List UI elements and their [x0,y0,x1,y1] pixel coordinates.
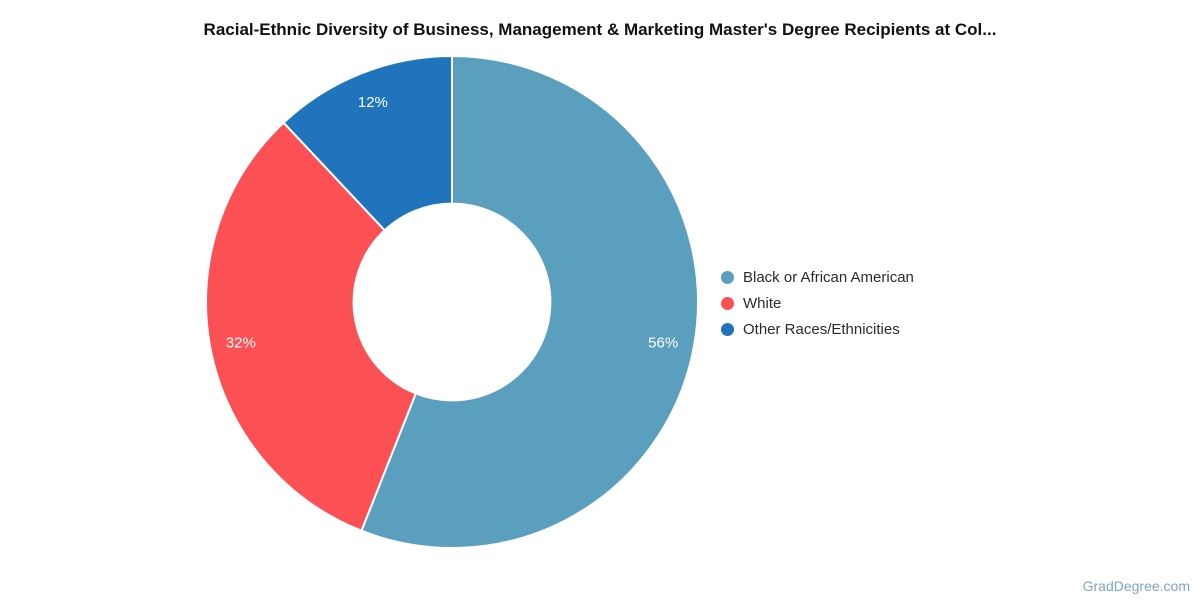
slice-value-label: 56% [648,334,678,351]
legend-swatch-icon [721,322,734,336]
slice-value-label: 12% [358,94,388,111]
pie-slice-2[interactable] [205,121,418,533]
legend-swatch-icon [721,296,734,310]
legend-item-3: Other Races/Ethnicities [721,316,914,342]
pie-slice-3[interactable] [282,54,453,232]
slice-value-label: 32% [226,334,256,351]
legend-item-1: Black or African American [721,264,914,290]
legend-swatch-icon [721,270,734,284]
legend-label: White [743,294,782,312]
chart-title: Racial-Ethnic Diversity of Business, Man… [203,20,997,39]
legend-label: Black or African American [743,268,914,286]
legend-label: Other Races/Ethnicities [743,320,900,338]
pie-slice-1[interactable] [360,54,699,549]
watermark-link[interactable]: GradDegree.com [1082,578,1190,594]
chart-legend: Black or African American White Other Race… [721,264,914,342]
legend-item-2: White [721,290,914,316]
